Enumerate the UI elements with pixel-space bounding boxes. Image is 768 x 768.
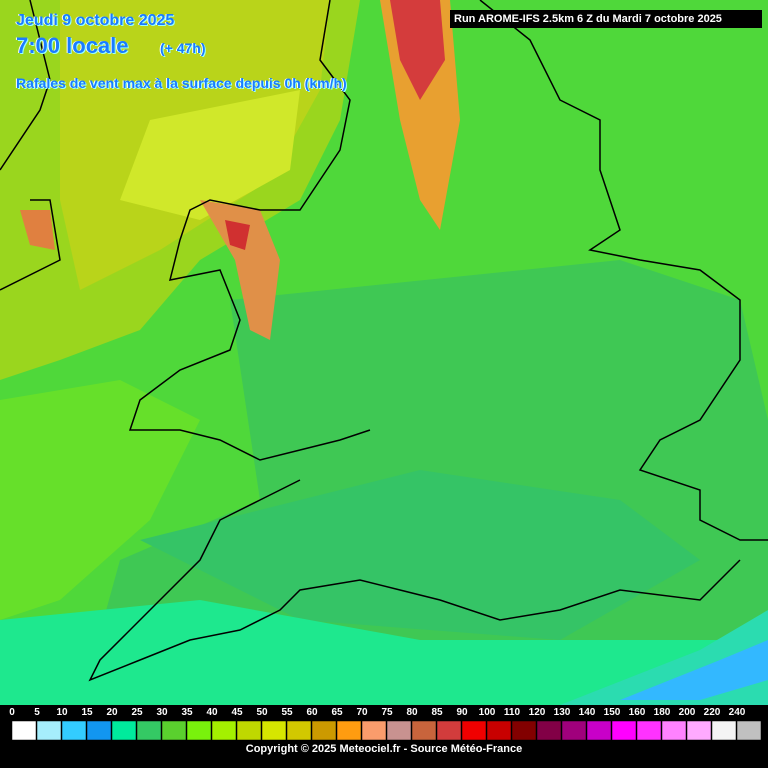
field-blue — [620, 640, 768, 700]
field-pennines-peak — [390, 0, 445, 100]
field-channel — [0, 600, 768, 705]
field-light-yellow — [120, 90, 300, 220]
run-info: Run AROME-IFS 2.5km 6 Z du Mardi 7 octob… — [450, 10, 762, 28]
copyright: Copyright © 2025 Meteociel.fr - Source M… — [245, 743, 523, 755]
coastlines — [0, 0, 768, 682]
field-snowdonia — [200, 200, 280, 340]
field-snowdonia-peak — [225, 220, 250, 250]
field-ireland-hills — [20, 210, 55, 250]
lead-time: (+ 47h) — [160, 40, 206, 56]
field-south — [140, 470, 700, 640]
parameter: Rafales de vent max à la surface depuis … — [16, 75, 347, 91]
forecast-date: Jeudi 9 octobre 2025 — [16, 12, 175, 29]
field-sea-west — [0, 380, 200, 620]
forecast-time: 7:00 locale — [16, 33, 129, 58]
